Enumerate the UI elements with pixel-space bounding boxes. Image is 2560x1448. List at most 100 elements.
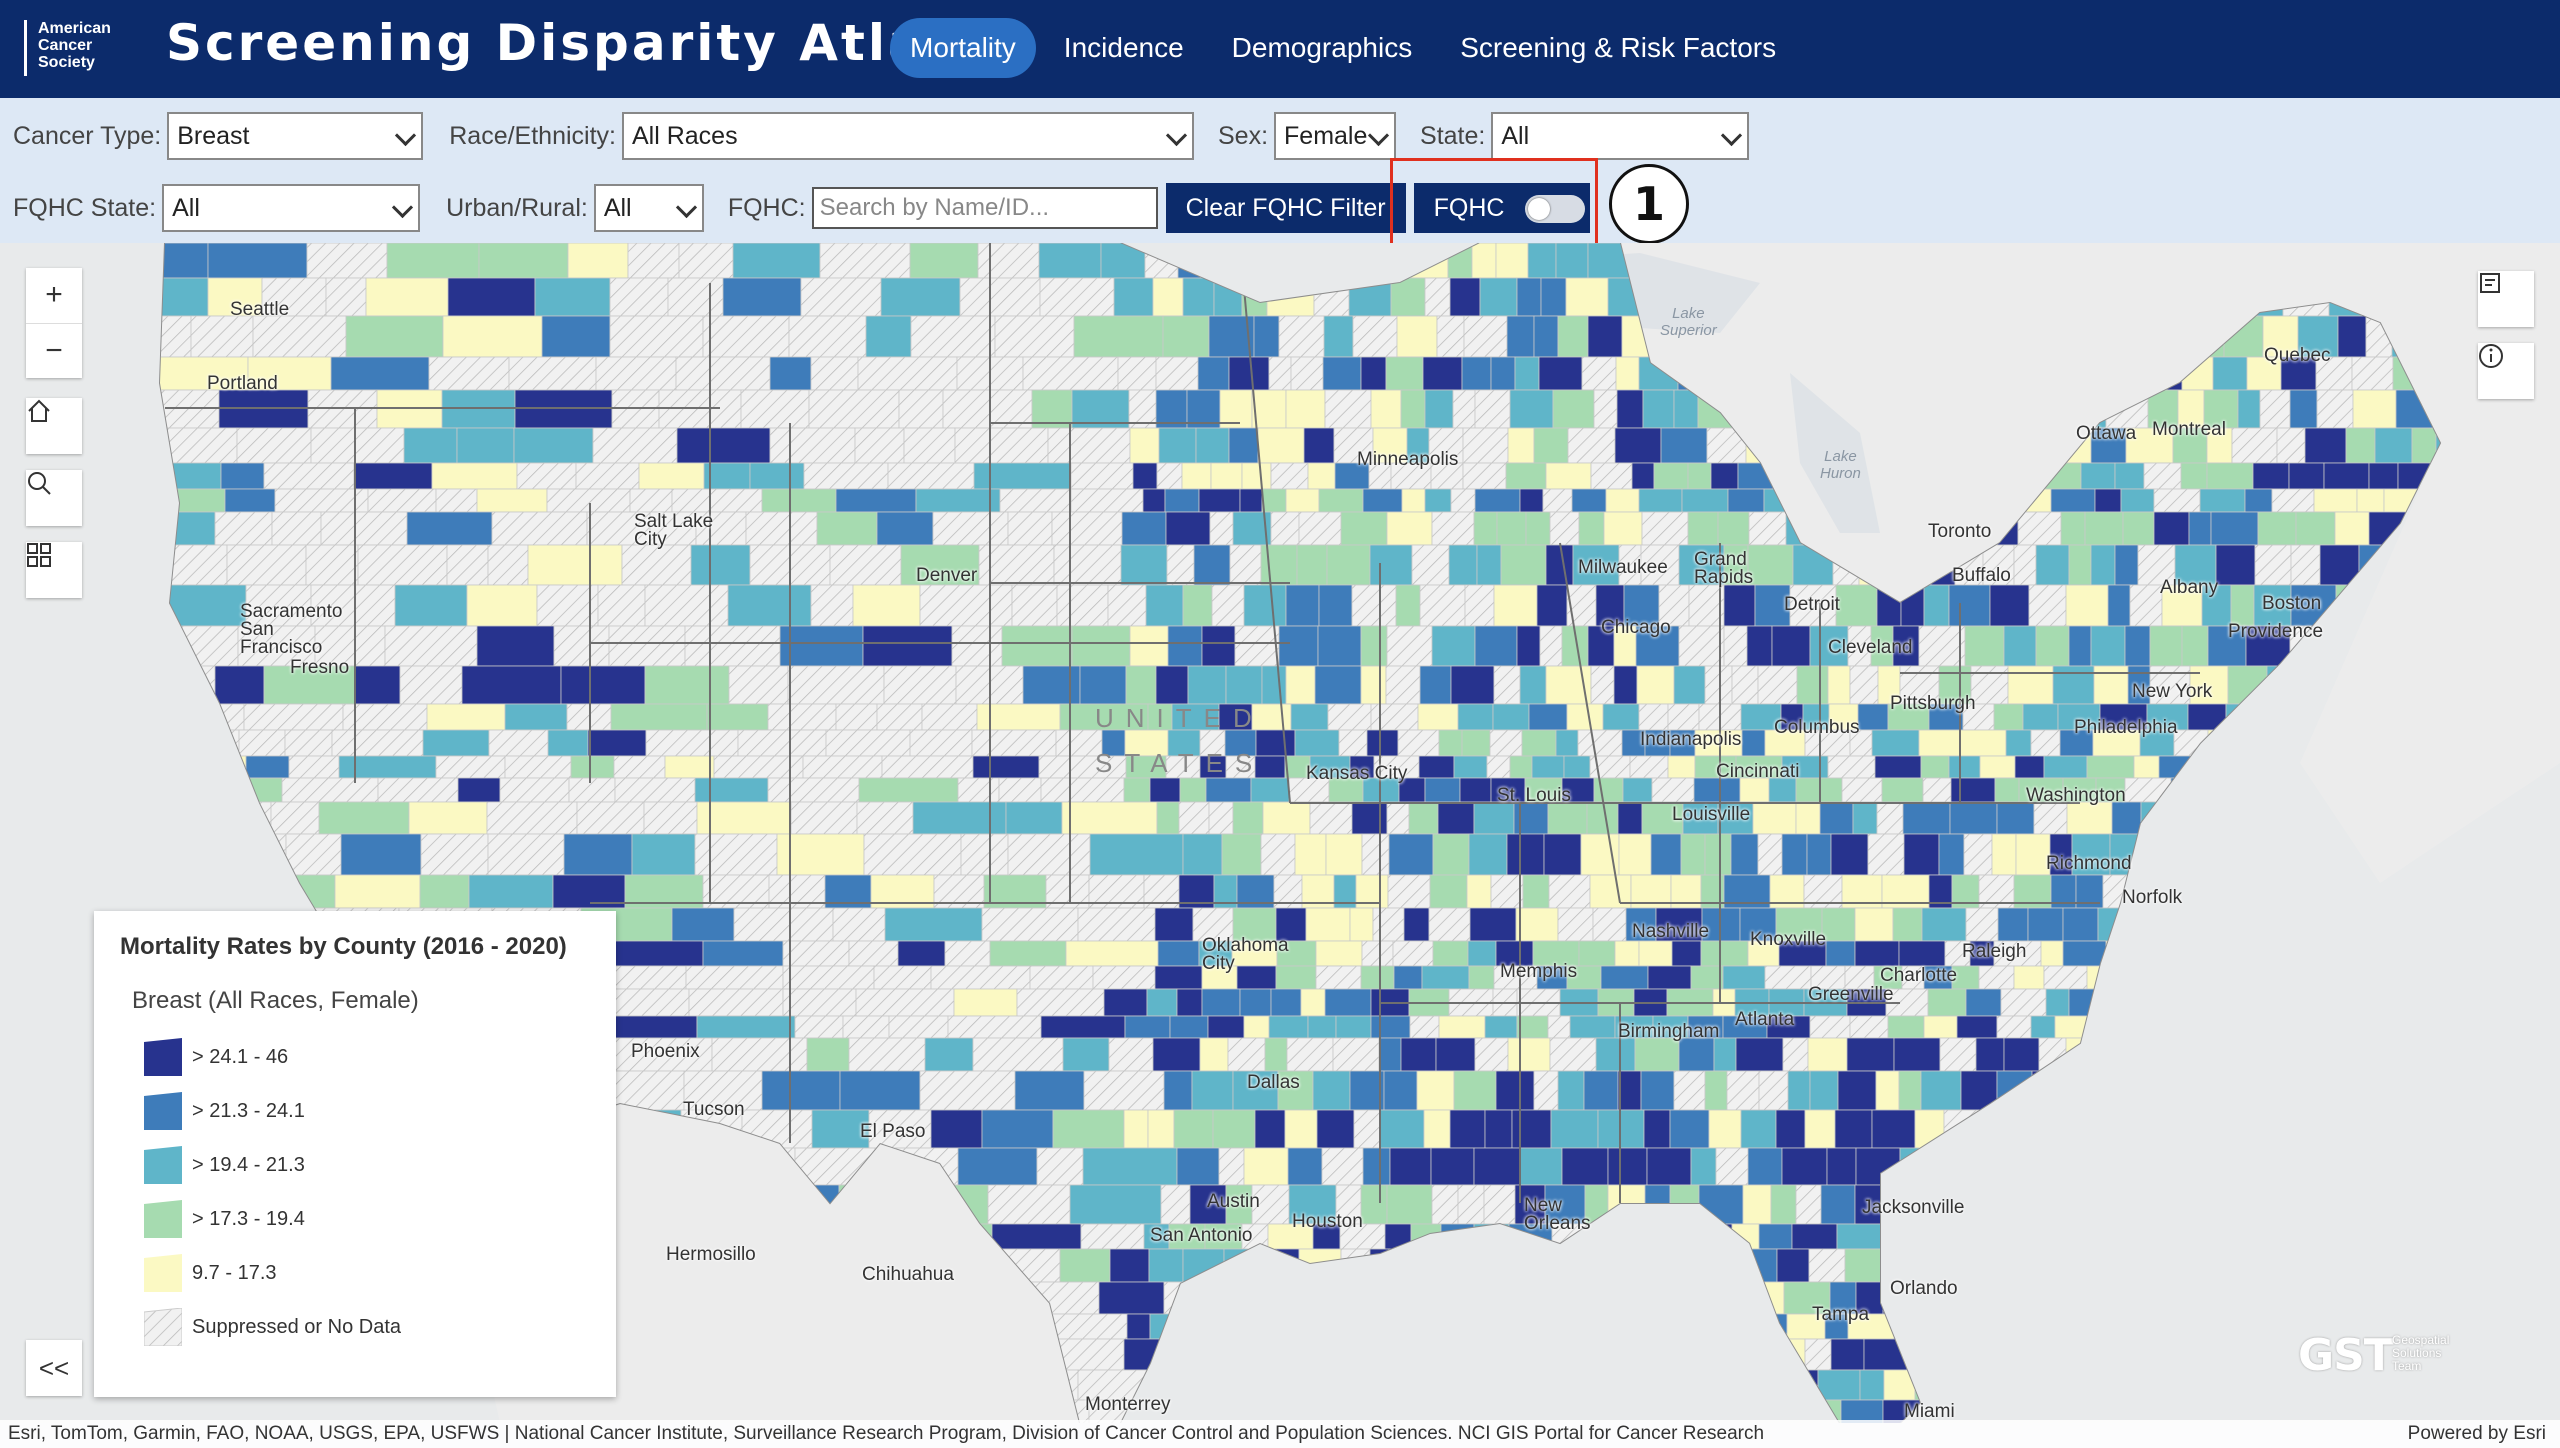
county-polygon[interactable]: [1107, 584, 1147, 627]
county-polygon[interactable]: [1795, 801, 1821, 835]
county-polygon[interactable]: [1681, 488, 1729, 513]
county-polygon[interactable]: [2062, 907, 2099, 942]
county-polygon[interactable]: [1370, 389, 1402, 429]
county-polygon[interactable]: [1557, 907, 1594, 942]
county-polygon[interactable]: [2030, 729, 2061, 757]
county-polygon[interactable]: [377, 777, 459, 803]
layer-list-button[interactable]: [2478, 271, 2534, 327]
county-polygon[interactable]: [1360, 665, 1387, 705]
county-polygon[interactable]: [1154, 907, 1194, 942]
county-polygon[interactable]: [1045, 1313, 1128, 1340]
county-polygon[interactable]: [1673, 665, 1706, 705]
county-polygon[interactable]: [1740, 1109, 1777, 1149]
county-polygon[interactable]: [614, 1015, 698, 1039]
county-polygon[interactable]: [1678, 1037, 1715, 1072]
county-polygon[interactable]: [1673, 1070, 1706, 1111]
county-polygon[interactable]: [1549, 1037, 1597, 1072]
county-polygon[interactable]: [1173, 1109, 1214, 1149]
county-polygon[interactable]: [1438, 729, 1463, 757]
county-polygon[interactable]: [2099, 703, 2148, 731]
county-polygon[interactable]: [1876, 801, 1904, 835]
county-polygon[interactable]: [1603, 511, 1643, 546]
county-polygon[interactable]: [732, 243, 821, 279]
county-polygon[interactable]: [1257, 427, 1305, 464]
county-polygon[interactable]: [214, 511, 273, 546]
county-polygon[interactable]: [1351, 801, 1388, 835]
county-polygon[interactable]: [1726, 1070, 1760, 1111]
county-polygon[interactable]: [711, 1037, 808, 1072]
county-polygon[interactable]: [2230, 584, 2255, 627]
county-polygon[interactable]: [1495, 940, 1534, 967]
county-polygon[interactable]: [1039, 277, 1115, 317]
county-polygon[interactable]: [1360, 1184, 1388, 1225]
county-polygon[interactable]: [1421, 965, 1470, 990]
county-polygon[interactable]: [1989, 584, 2030, 627]
county-polygon[interactable]: [1700, 940, 1749, 967]
county-polygon[interactable]: [1160, 1184, 1191, 1225]
county-polygon[interactable]: [1468, 965, 1495, 990]
county-polygon[interactable]: [728, 665, 789, 705]
county-polygon[interactable]: [1857, 703, 1889, 731]
county-polygon[interactable]: [1212, 1109, 1256, 1149]
county-polygon[interactable]: [1166, 544, 1195, 586]
county-polygon[interactable]: [2027, 907, 2064, 942]
county-polygon[interactable]: [547, 729, 589, 757]
county-polygon[interactable]: [2271, 488, 2315, 513]
county-polygon[interactable]: [1950, 777, 1996, 803]
county-polygon[interactable]: [466, 584, 538, 627]
county-polygon[interactable]: [629, 488, 673, 513]
county-polygon[interactable]: [1055, 729, 1103, 757]
county-polygon[interactable]: [1640, 1070, 1675, 1111]
county-polygon[interactable]: [1687, 462, 1712, 490]
county-polygon[interactable]: [903, 427, 956, 464]
county-polygon[interactable]: [478, 243, 569, 279]
county-polygon[interactable]: [1997, 907, 2029, 942]
county-polygon[interactable]: [1007, 833, 1091, 876]
county-polygon[interactable]: [883, 665, 957, 705]
county-polygon[interactable]: [1239, 988, 1272, 1017]
county-polygon[interactable]: [1239, 488, 1263, 513]
county-polygon[interactable]: [2030, 1015, 2056, 1039]
county-polygon[interactable]: [1547, 1015, 1571, 1039]
county-polygon[interactable]: [1667, 703, 1700, 731]
county-polygon[interactable]: [2290, 544, 2321, 586]
county-polygon[interactable]: [972, 1037, 1064, 1072]
county-polygon[interactable]: [1108, 1037, 1154, 1072]
county-polygon[interactable]: [848, 940, 899, 967]
county-polygon[interactable]: [2374, 427, 2413, 464]
county-polygon[interactable]: [1400, 1037, 1437, 1072]
county-polygon[interactable]: [1923, 1015, 1958, 1039]
county-polygon[interactable]: [1121, 511, 1167, 546]
county-polygon[interactable]: [1653, 462, 1689, 490]
county-polygon[interactable]: [1071, 625, 1131, 667]
county-polygon[interactable]: [810, 356, 859, 391]
county-polygon[interactable]: [803, 462, 889, 490]
county-polygon[interactable]: [1965, 907, 1999, 942]
county-polygon[interactable]: [1315, 965, 1362, 990]
county-polygon[interactable]: [1332, 1037, 1380, 1072]
county-polygon[interactable]: [2210, 511, 2259, 546]
county-polygon[interactable]: [1975, 1037, 2005, 1072]
county-polygon[interactable]: [1250, 777, 1290, 803]
county-polygon[interactable]: [1285, 584, 1320, 627]
county-polygon[interactable]: [1561, 777, 1595, 803]
county-polygon[interactable]: [1457, 1184, 1485, 1225]
county-polygon[interactable]: [1678, 625, 1725, 667]
county-polygon[interactable]: [1154, 965, 1203, 990]
county-polygon[interactable]: [2345, 427, 2376, 464]
county-polygon[interactable]: [1542, 488, 1573, 513]
county-polygon[interactable]: [930, 965, 1031, 990]
county-polygon[interactable]: [1314, 665, 1362, 705]
county-polygon[interactable]: [1205, 777, 1252, 803]
county-polygon[interactable]: [1787, 1070, 1811, 1111]
county-polygon[interactable]: [1629, 755, 1669, 779]
county-polygon[interactable]: [603, 965, 687, 990]
county-polygon[interactable]: [1352, 315, 1398, 358]
county-polygon[interactable]: [1322, 356, 1362, 391]
county-polygon[interactable]: [2276, 427, 2306, 464]
county-polygon[interactable]: [1854, 907, 1894, 942]
county-polygon[interactable]: [1590, 462, 1633, 490]
county-polygon[interactable]: [1193, 544, 1231, 586]
county-polygon[interactable]: [1383, 1070, 1418, 1111]
county-polygon[interactable]: [1171, 703, 1220, 731]
